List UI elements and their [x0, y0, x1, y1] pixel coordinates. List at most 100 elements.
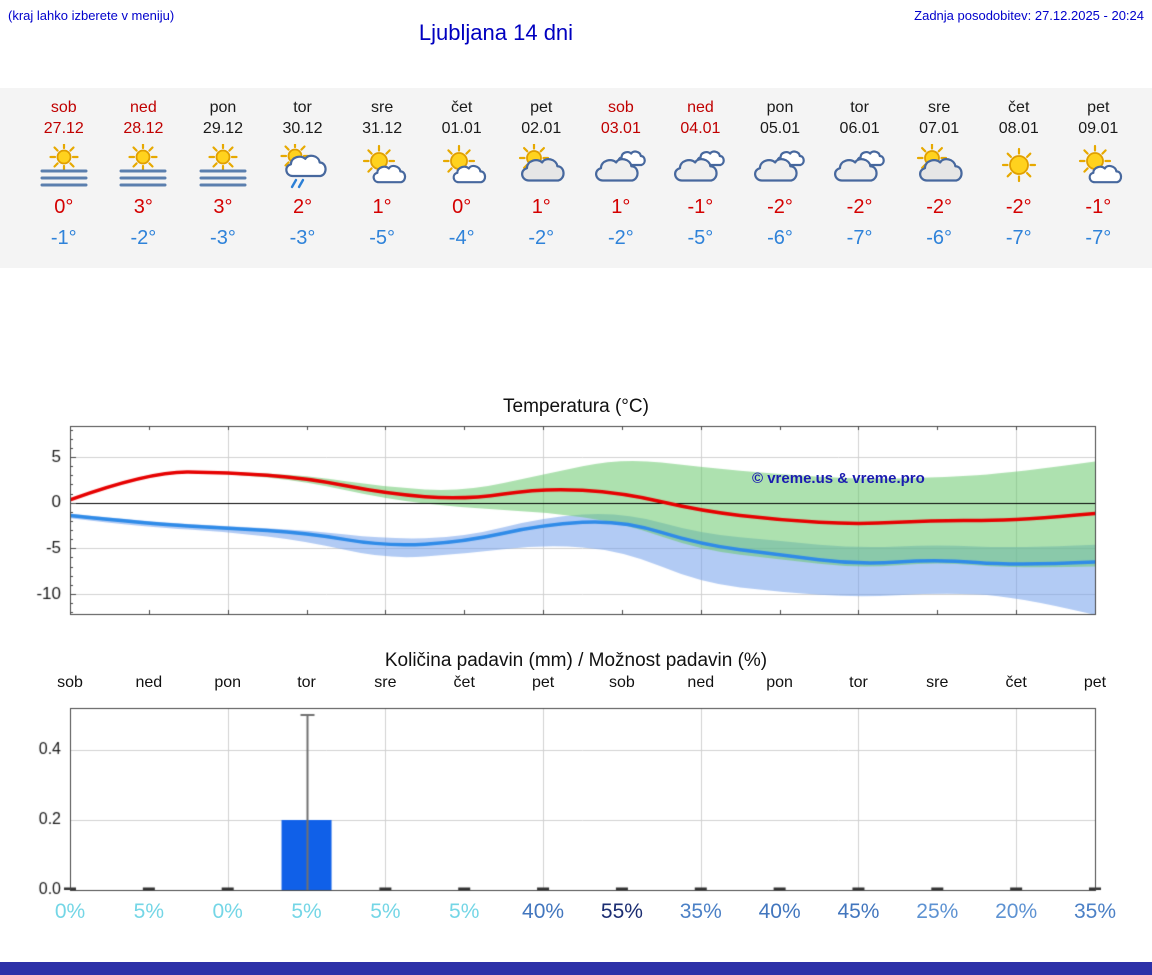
day-min-temp: -4° [448, 227, 475, 249]
forecast-day-sre-07.01[interactable]: sre 07.01 -2° -6° [899, 98, 979, 256]
precip-probability: 35% [1073, 900, 1117, 923]
forecast-day-ned-04.01[interactable]: ned 04.01 -1° -5° [661, 98, 741, 256]
forecast-day-čet-08.01[interactable]: čet 08.01 -2° -7° [979, 98, 1059, 256]
precip-day-label: čet [1005, 674, 1027, 691]
precip-day-label: pon [766, 674, 793, 691]
day-min-temp: -7° [1005, 227, 1032, 249]
forecast-day-tor-30.12[interactable]: tor 30.12 2° -3° [263, 98, 343, 256]
day-date: 04.01 [680, 120, 721, 137]
day-date: 31.12 [362, 120, 403, 137]
precip-probability: 40% [522, 900, 565, 923]
precip-probability: 40% [758, 900, 801, 923]
forecast-day-čet-01.01[interactable]: čet 01.01 0° -4° [422, 98, 502, 256]
precip-chart-title: Količina padavin (mm) / Možnost padavin … [384, 650, 768, 671]
day-min-temp: -7° [846, 227, 873, 249]
day-min-temp: -5° [369, 227, 395, 249]
precip-probability: 5% [133, 900, 165, 923]
day-name: tor [293, 99, 312, 116]
day-date: 06.01 [839, 120, 880, 137]
cloudy-icon [740, 144, 820, 196]
sun-fog-icon [104, 144, 184, 196]
day-max-temp: -2° [767, 196, 793, 218]
cloudy-icon [661, 144, 741, 196]
sun-fog-icon [24, 144, 104, 196]
forecast-day-pet-09.01[interactable]: pet 09.01 -1° -7° [1059, 98, 1139, 256]
day-max-temp: 0° [54, 196, 74, 218]
temperature-chart: © vreme.us & vreme.pro [0, 420, 1152, 620]
day-date: 27.12 [43, 120, 84, 137]
day-name: pon [766, 99, 794, 116]
day-date: 08.01 [998, 120, 1039, 137]
precip-probability: 0% [212, 900, 243, 923]
forecast-day-tor-06.01[interactable]: tor 06.01 -2° -7° [820, 98, 900, 256]
precip-day-label: pet [1083, 674, 1107, 691]
precip-day-label: ned [687, 674, 715, 691]
day-date: 05.01 [759, 120, 801, 137]
day-name: ned [130, 99, 157, 116]
forecast-day-pon-05.01[interactable]: pon 05.01 -2° -6° [740, 98, 820, 256]
day-max-temp: -2° [926, 196, 953, 218]
forecast-strip: sob 27.12 0° -1° ned 28.12 3° -2° pon 29.12 3° -3° t… [0, 88, 1152, 268]
forecast-day-pet-02.01[interactable]: pet 02.01 1° -2° [501, 98, 581, 256]
day-min-temp: -7° [1085, 227, 1112, 249]
forecast-day-sob-03.01[interactable]: sob 03.01 1° -2° [581, 98, 661, 256]
day-name: čet [1008, 99, 1030, 116]
day-min-temp: -1° [50, 227, 77, 249]
precip-day-label: sre [926, 674, 949, 691]
day-max-temp: 1° [531, 196, 551, 218]
day-min-temp: -6° [926, 227, 953, 249]
precip-day-label: sob [57, 674, 83, 691]
day-max-temp: 3° [213, 196, 233, 218]
precip-day-label: sob [609, 674, 635, 691]
day-name: sob [607, 99, 634, 116]
day-min-temp: -3° [289, 227, 316, 249]
day-min-temp: -5° [687, 227, 714, 249]
sun-small-cloud-icon [422, 144, 502, 196]
precip-day-label: sre [374, 674, 397, 691]
precip-probability: 0% [54, 900, 86, 923]
precip-probability: 5% [370, 900, 401, 923]
day-max-temp: 1° [611, 196, 631, 218]
precip-day-label: pon [214, 674, 242, 691]
precip-day-label: tor [297, 674, 316, 691]
day-max-temp: -1° [687, 196, 714, 218]
day-max-temp: -1° [1085, 196, 1112, 218]
forecast-day-ned-28.12[interactable]: ned 28.12 3° -2° [104, 98, 184, 256]
day-max-temp: 1° [372, 196, 392, 218]
day-max-temp: 2° [292, 196, 313, 218]
day-max-temp: -2° [846, 196, 873, 218]
precip-probability: 5% [291, 900, 322, 923]
sun-small-cloud-icon [1059, 144, 1139, 196]
day-min-temp: -2° [607, 227, 634, 249]
topbar: (kraj lahko izberete v meniju) Zadnja po… [0, 0, 1152, 58]
sun-small-cloud-icon [342, 144, 422, 196]
precip-chart-block: Količina padavin (mm) / Možnost padavin … [0, 648, 1152, 934]
precip-day-labels: sob ned pon tor sre čet pet sob ned pon tor sre čet p… [0, 674, 1152, 700]
sun-cloud-icon [899, 144, 979, 196]
temperature-chart-canvas [0, 420, 1152, 620]
day-name: tor [850, 99, 869, 116]
sun-icon [979, 144, 1059, 196]
day-name: sre [928, 99, 951, 116]
day-date: 28.12 [123, 120, 164, 137]
forecast-day-sob-27.12[interactable]: sob 27.12 0° -1° [24, 98, 104, 256]
forecast-day-sre-31.12[interactable]: sre 31.12 1° -5° [342, 98, 422, 256]
day-name: ned [687, 99, 714, 116]
precip-chart-canvas [0, 700, 1152, 898]
forecast-day-pon-29.12[interactable]: pon 29.12 3° -3° [183, 98, 263, 256]
precip-probability: 5% [449, 900, 480, 923]
precip-day-label: pet [531, 674, 555, 691]
day-date: 01.01 [441, 120, 482, 137]
cloudy-icon [820, 144, 900, 196]
day-date: 03.01 [600, 120, 641, 137]
sun-cloud-rain-icon [263, 144, 343, 196]
day-name: sre [370, 99, 394, 116]
day-max-temp: 0° [452, 196, 472, 218]
day-name: čet [451, 99, 473, 116]
day-min-temp: -2° [528, 227, 555, 249]
day-min-temp: -6° [767, 227, 793, 249]
precip-probability: 55% [600, 900, 643, 923]
watermark-link[interactable]: © vreme.us & vreme.pro [752, 470, 925, 487]
temperature-chart-title: Temperatura (°C) [503, 396, 649, 417]
day-min-temp: -3° [210, 227, 236, 249]
